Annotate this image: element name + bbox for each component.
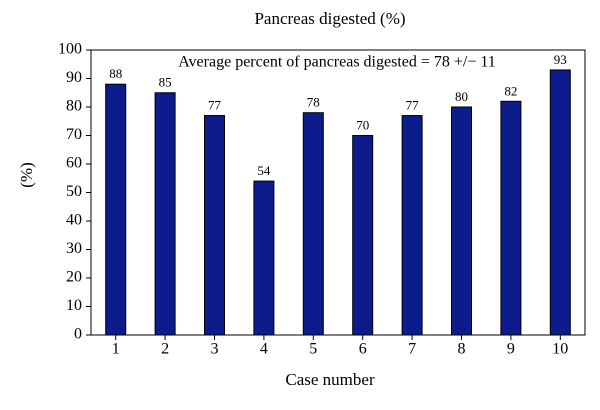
bar	[401, 115, 423, 336]
x-axis-label: Case number	[285, 370, 375, 389]
x-tick-label: 5	[309, 341, 317, 358]
bar	[253, 180, 275, 336]
bar	[451, 106, 472, 336]
value-label: 77	[208, 98, 222, 113]
value-label: 80	[455, 89, 468, 104]
x-tick-label: 3	[211, 341, 219, 358]
y-tick-label: 90	[66, 69, 82, 86]
x-tick-label: 6	[359, 341, 367, 358]
y-tick-label: 20	[66, 269, 82, 286]
x-tick-label: 9	[507, 341, 515, 358]
annotation: Average percent of pancreas digested = 7…	[178, 54, 496, 71]
x-tick-label: 10	[552, 341, 568, 358]
value-label: 70	[356, 117, 369, 132]
y-axis-label: (%)	[17, 162, 36, 187]
y-tick-label: 40	[66, 212, 82, 229]
y-tick-label: 100	[58, 41, 82, 58]
y-tick-label: 70	[66, 126, 82, 143]
bar	[154, 92, 176, 336]
y-tick-label: 0	[74, 326, 82, 343]
value-label: 88	[109, 66, 122, 81]
y-tick-label: 60	[66, 155, 82, 172]
y-tick-label: 10	[66, 297, 82, 314]
x-tick-label: 2	[161, 341, 169, 358]
bar	[105, 83, 127, 336]
x-tick-label: 1	[112, 341, 120, 358]
x-tick-label: 4	[260, 341, 268, 358]
bar	[302, 112, 324, 336]
y-tick-label: 50	[66, 183, 82, 200]
value-label: 82	[504, 83, 517, 98]
x-tick-label: 7	[408, 341, 416, 358]
bar	[352, 135, 374, 336]
value-label: 78	[307, 95, 320, 110]
y-tick-label: 80	[66, 98, 82, 115]
value-label: 93	[554, 52, 567, 67]
bar	[549, 69, 571, 336]
y-tick-label: 30	[66, 240, 82, 257]
value-label: 85	[159, 75, 172, 90]
bar	[500, 100, 522, 336]
value-label: 77	[406, 98, 420, 113]
x-tick-label: 8	[458, 341, 466, 358]
value-label: 54	[257, 163, 271, 178]
chart-title: Pancreas digested (%)	[254, 9, 405, 28]
bar	[204, 115, 225, 336]
